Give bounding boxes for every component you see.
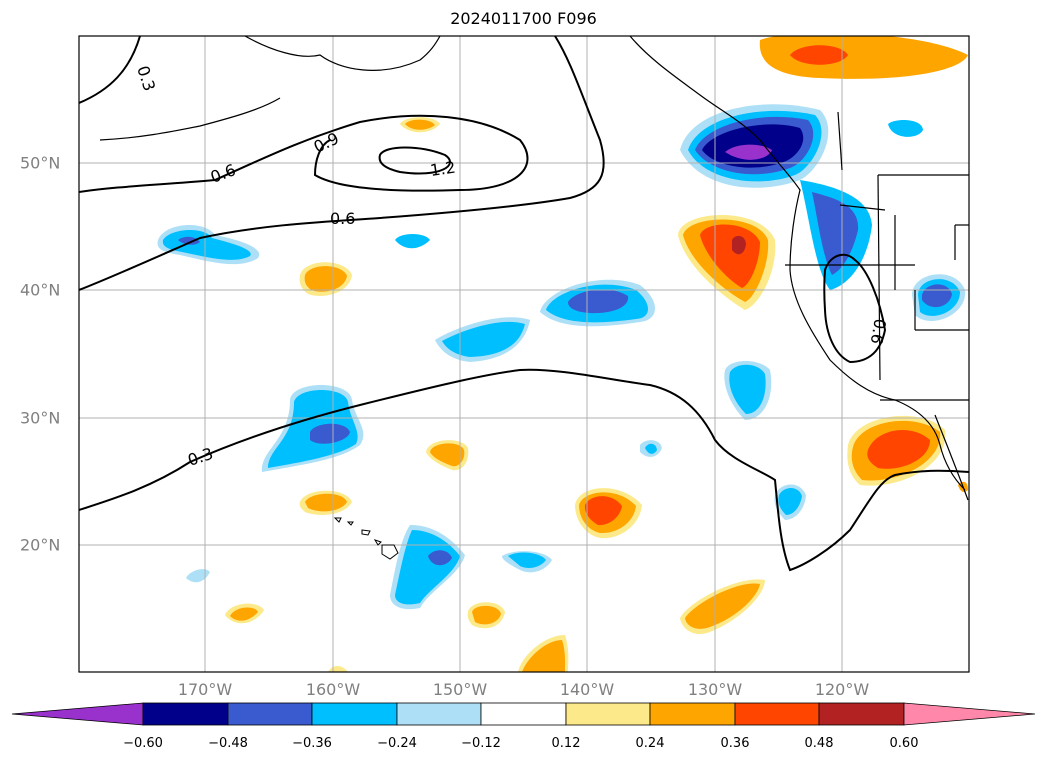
colorbar-tick-label: −0.48 (208, 736, 248, 751)
lon-label: 170°W (177, 680, 233, 699)
colorbar (11, 702, 1036, 726)
contour-label: 0.3 (133, 63, 159, 93)
colorbar-tick-label: 0.48 (804, 736, 834, 751)
contour-label-group: 0.3 0.6 0.9 1.2 0.6 0.3 0.6 (133, 63, 890, 469)
map-title: 2024011700 F096 (450, 9, 597, 28)
colorbar-tick-label: −0.24 (377, 736, 417, 751)
colorbar-segment (565, 702, 651, 726)
colorbar-min-extension (11, 702, 144, 726)
colorbar-tick-label: −0.60 (123, 736, 163, 751)
colorbar-segment (818, 702, 905, 726)
lat-label: 20°N (20, 535, 61, 555)
lat-label: 50°N (20, 153, 61, 173)
contour-label: 0.6 (867, 317, 890, 345)
contour-label: 0.6 (208, 160, 238, 187)
colorbar-tick-label: −0.36 (292, 736, 332, 751)
lon-label: 150°W (432, 680, 488, 699)
colorbar-tick-label: 0.60 (889, 736, 919, 751)
lon-label: 130°W (687, 680, 743, 699)
colorbar-segment (396, 702, 482, 726)
colorbar-max-extension (903, 702, 1036, 726)
lon-label: 120°W (814, 680, 870, 699)
lat-label: 30°N (20, 408, 61, 428)
contour-lines (79, 36, 969, 572)
lon-label: 140°W (559, 680, 615, 699)
colorbar-segment (227, 702, 313, 726)
gridlines (79, 36, 969, 672)
plot-frame (78, 35, 970, 673)
colorbar-segment (142, 702, 229, 726)
plot-area (79, 36, 969, 672)
contour-label: 0.9 (311, 129, 342, 157)
colorbar-tick-label: 0.36 (720, 736, 750, 751)
contour-label: 0.6 (330, 209, 355, 228)
hawaii-islands (333, 517, 399, 560)
lat-label: 40°N (20, 280, 61, 300)
anomaly-fill-layer (157, 36, 968, 672)
lon-label: 160°W (305, 680, 361, 699)
contour-label: 1.2 (429, 158, 457, 180)
colorbar-segment (480, 702, 567, 726)
colorbar-segment (311, 702, 398, 726)
colorbar-tick-label: −0.12 (461, 736, 501, 751)
contour-label: 0.3 (185, 444, 215, 470)
colorbar-tick-label: 0.24 (635, 736, 665, 751)
colorbar-segment (649, 702, 736, 726)
colorbar-tick-label: 0.12 (551, 736, 581, 751)
coastlines (99, 36, 969, 501)
colorbar-segment (734, 702, 820, 726)
